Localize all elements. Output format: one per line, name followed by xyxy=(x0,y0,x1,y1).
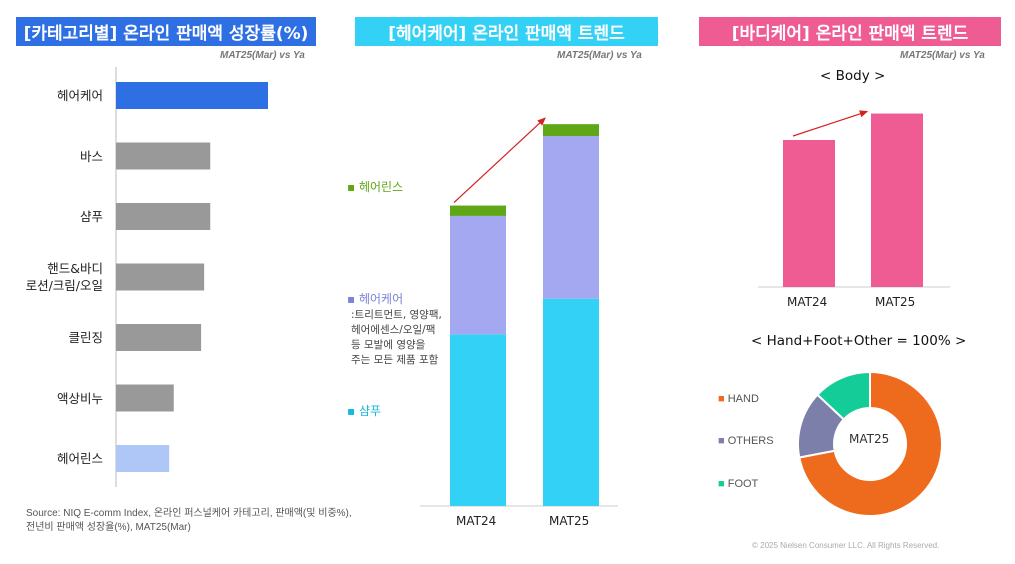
body-bar xyxy=(783,140,835,287)
right-panel-subtitle: MAT25(Mar) vs Ya xyxy=(900,50,985,61)
legend-rinse: ▪ 헤어린스 xyxy=(347,180,404,194)
left-panel-subtitle: MAT25(Mar) vs Ya xyxy=(220,50,305,61)
growth-bar xyxy=(116,82,268,109)
body-x-label-mat24: MAT24 xyxy=(787,295,828,309)
hair-stack-segment xyxy=(543,124,599,136)
middle-panel-title: [헤어케어] 온라인 판매액 트렌드 xyxy=(355,17,658,46)
donut-legend-others: ■ OTHERS xyxy=(718,435,774,447)
hair-x-label-mat25: MAT25 xyxy=(549,514,590,528)
growth-category-label-line: 헤어린스 xyxy=(56,451,103,466)
body-chart-title: < Body > xyxy=(820,68,886,84)
source-line: 전년비 판매액 성장율(%), MAT25(Mar) xyxy=(26,522,191,533)
haircare-note-line: 주는 모든 제품 포함 xyxy=(351,354,439,366)
growth-category-label-line: 핸드&바디 xyxy=(47,261,103,276)
growth-category-label: 바스 xyxy=(0,148,103,165)
haircare-note-line: 등 모발에 영양을 xyxy=(351,339,426,351)
body-bar xyxy=(871,113,923,287)
donut-slice xyxy=(816,370,871,421)
body-x-label-mat25: MAT25 xyxy=(875,295,916,309)
legend-haircare: ▪ 헤어케어 xyxy=(347,292,404,306)
growth-category-label: 액상비누 xyxy=(0,390,103,407)
growth-bar xyxy=(116,445,170,472)
donut-legend-foot-label: FOOT xyxy=(727,478,759,490)
donut-legend-hand: ■ HAND xyxy=(718,393,759,405)
growth-category-label-line: 헤어케어 xyxy=(56,88,103,103)
legend-rinse-label: 헤어린스 xyxy=(358,180,404,194)
hair-stack-segment xyxy=(450,334,506,506)
copyright-text: © 2025 Nielsen Consumer LLC. All Rights … xyxy=(752,541,940,550)
right-panel-title: [바디케어] 온라인 판매액 트렌드 xyxy=(699,17,1001,46)
growth-category-label: 헤어케어 xyxy=(0,87,103,104)
hair-stack-segment xyxy=(450,215,506,335)
source-note: Source: NIQ E-comm Index, 온라인 퍼스널케어 카테고리… xyxy=(26,507,352,535)
hair-stack-segment xyxy=(543,136,599,299)
growth-category-label-line: 샴푸 xyxy=(79,209,103,224)
growth-category-label: 클린징 xyxy=(0,329,103,346)
growth-category-label: 샴푸 xyxy=(0,208,103,225)
haircare-note-line: :트리트먼트, 영양팩, xyxy=(351,309,442,321)
source-line: Source: NIQ E-comm Index, 온라인 퍼스널케어 카테고리… xyxy=(26,508,352,519)
haircare-note: :트리트먼트, 영양팩, 헤어에센스/오일/팩 등 모발에 영양을 주는 모든 … xyxy=(351,308,442,368)
growth-category-label-line: 바스 xyxy=(79,148,103,164)
growth-bar xyxy=(116,384,174,412)
hair-stack-segment xyxy=(543,298,599,506)
legend-shampoo-label: 샴푸 xyxy=(358,404,382,418)
growth-bar xyxy=(116,324,202,351)
donut-legend-others-label: OTHERS xyxy=(727,435,774,447)
body-trend-arrow xyxy=(792,110,869,137)
growth-category-label-line: 로션/크림/오일 xyxy=(25,278,103,293)
growth-bar xyxy=(116,142,211,170)
donut-slice xyxy=(798,370,943,517)
legend-haircare-label: 헤어케어 xyxy=(358,292,404,306)
left-panel-title: [카테고리별] 온라인 판매액 성장률(%) xyxy=(16,17,316,46)
hair-trend-arrow xyxy=(453,117,546,203)
growth-category-label: 헤어린스 xyxy=(0,450,103,467)
legend-shampoo: ▪ 샴푸 xyxy=(347,404,382,418)
growth-bar xyxy=(116,203,211,230)
growth-category-label-line: 클린징 xyxy=(68,330,103,345)
hair-x-label-mat24: MAT24 xyxy=(456,514,497,528)
growth-category-label-line: 액상비누 xyxy=(56,390,103,406)
donut-chart-title: < Hand+Foot+Other = 100% > xyxy=(751,333,967,349)
growth-bar xyxy=(116,263,205,291)
donut-legend-foot: ■ FOOT xyxy=(718,478,759,490)
donut-center-label: MAT25 xyxy=(849,432,890,446)
donut-legend-hand-label: HAND xyxy=(727,393,759,405)
hair-stack-segment xyxy=(450,205,506,216)
haircare-note-line: 헤어에센스/오일/팩 xyxy=(351,324,436,336)
middle-panel-subtitle: MAT25(Mar) vs Ya xyxy=(557,50,642,61)
